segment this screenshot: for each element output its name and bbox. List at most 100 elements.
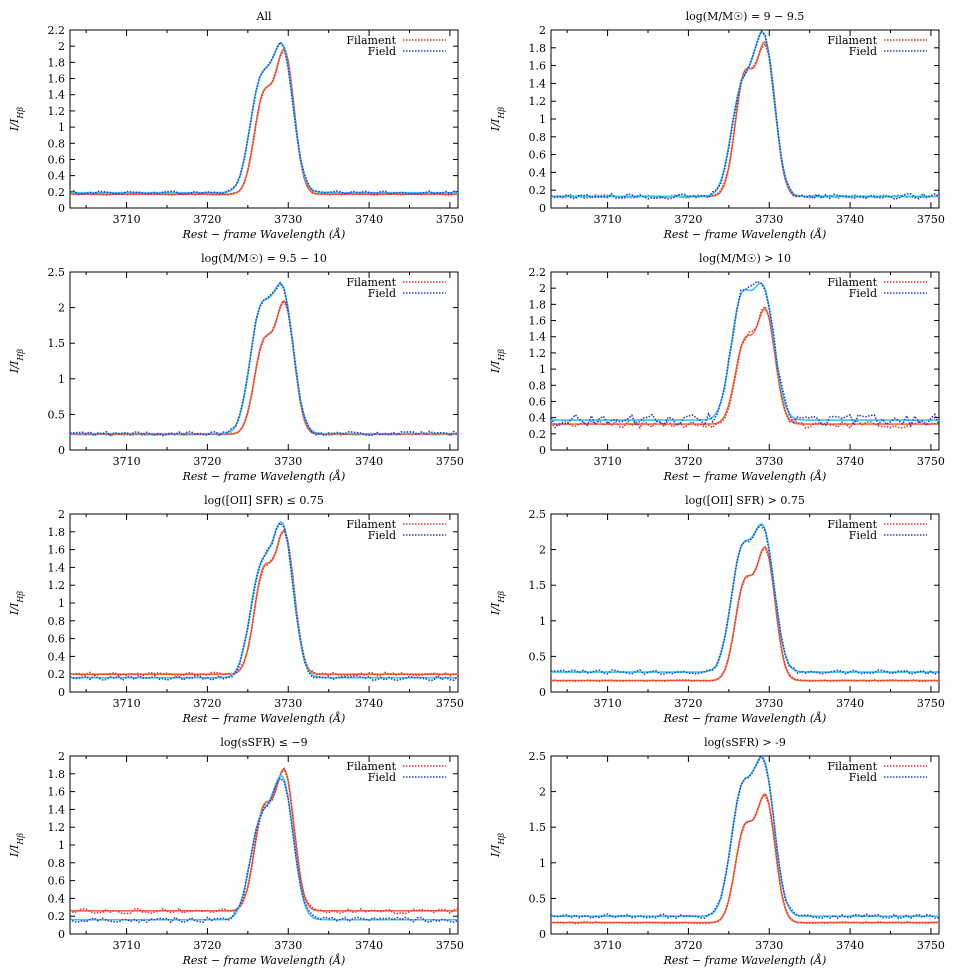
- legend-label: Filament: [827, 760, 877, 773]
- filament-fit-line: [551, 546, 939, 682]
- y-tick-label: 2: [539, 786, 546, 799]
- y-tick-label: 2: [539, 282, 546, 295]
- field-fit-line: [551, 282, 939, 421]
- x-tick-label: 3750: [917, 697, 945, 710]
- y-tick-label: 0: [539, 686, 546, 699]
- legend-label: Field: [368, 771, 396, 784]
- plot-frame: [550, 513, 940, 693]
- x-axis-label: Rest − frame Wavelength (Å): [663, 227, 827, 241]
- y-tick-label: 0: [58, 686, 65, 699]
- filament-fit-line: [70, 768, 458, 912]
- field-data-line: [70, 777, 458, 924]
- plot-frame: [550, 271, 940, 451]
- x-tick-label: 3710: [594, 213, 622, 226]
- y-tick-label: 2.5: [529, 750, 547, 763]
- field-fit-line: [70, 282, 458, 435]
- x-tick-label: 3740: [836, 213, 864, 226]
- y-axis-label: I/IHβ: [8, 349, 25, 374]
- y-tick-label: 2: [539, 24, 546, 37]
- x-tick-label: 3740: [355, 213, 383, 226]
- panel-6: log([OII] SFR) > 0.75 0 0.5 1 1.5 2 2.5 3710 372…: [489, 494, 945, 725]
- y-tick-label: 2: [58, 302, 65, 315]
- filament-data-line: [551, 42, 939, 200]
- y-tick-label: 1.2: [48, 579, 66, 592]
- y-axis-label: I/IHβ: [489, 107, 506, 132]
- y-tick-label: 1.8: [48, 526, 66, 539]
- x-tick-label: 3710: [113, 939, 141, 952]
- y-tick-label: 0: [58, 444, 65, 457]
- filament-data-line: [551, 792, 939, 925]
- x-tick-label: 3730: [755, 939, 783, 952]
- x-tick-label: 3750: [436, 697, 464, 710]
- legend-label: Field: [849, 287, 877, 300]
- y-tick-label: 1.8: [529, 298, 547, 311]
- y-tick-label: 0.8: [48, 857, 66, 870]
- y-tick-label: 0.2: [48, 186, 66, 199]
- y-tick-label: 2.2: [529, 266, 547, 279]
- y-tick-label: 1.2: [529, 347, 547, 360]
- y-tick-label: 1.5: [529, 821, 547, 834]
- y-tick-label: 0.6: [48, 875, 66, 888]
- x-tick-label: 3750: [436, 939, 464, 952]
- x-tick-label: 3740: [355, 455, 383, 468]
- y-tick-label: 0.5: [529, 650, 547, 663]
- x-tick-label: 3750: [436, 455, 464, 468]
- x-tick-label: 3720: [193, 455, 221, 468]
- y-tick-label: 1: [58, 373, 65, 386]
- legend-label: Filament: [827, 276, 877, 289]
- y-tick-label: 0.2: [48, 668, 66, 681]
- legend-label: Field: [368, 45, 396, 58]
- panel-title: log([OII] SFR) ≤ 0.75: [204, 494, 324, 507]
- plot-frame: [550, 29, 940, 209]
- legend-label: Filament: [346, 760, 396, 773]
- x-tick-label: 3720: [193, 939, 221, 952]
- x-tick-label: 3730: [755, 697, 783, 710]
- filament-fit-line: [70, 300, 458, 436]
- panel-7: log(sSFR) ≤ −9 0 0.2 0.4 0.6 0.8 1 1.2 1.4 1.6 1.8…: [8, 736, 464, 967]
- x-tick-label: 3730: [755, 213, 783, 226]
- legend-label: Filament: [346, 518, 396, 531]
- x-tick-label: 3720: [193, 213, 221, 226]
- x-axis-label: Rest − frame Wavelength (Å): [663, 469, 827, 483]
- field-fit-line: [70, 42, 458, 194]
- y-tick-label: 1.8: [529, 42, 547, 55]
- x-tick-label: 3740: [355, 939, 383, 952]
- x-tick-label: 3740: [355, 697, 383, 710]
- y-axis-label: I/IHβ: [489, 349, 506, 374]
- y-axis-label: I/IHβ: [489, 833, 506, 858]
- y-tick-label: 1: [539, 615, 546, 628]
- legend-label: Field: [849, 529, 877, 542]
- filament-fit-line: [70, 530, 458, 675]
- x-tick-label: 3720: [674, 455, 702, 468]
- y-tick-label: 0: [58, 928, 65, 941]
- y-tick-label: 0.8: [529, 131, 547, 144]
- legend-label: Filament: [827, 518, 877, 531]
- y-tick-label: 2.5: [529, 508, 547, 521]
- legend-label: Field: [849, 45, 877, 58]
- x-tick-label: 3720: [193, 697, 221, 710]
- x-tick-label: 3710: [594, 455, 622, 468]
- filament-fit-line: [551, 793, 939, 924]
- y-tick-label: 1.2: [48, 821, 66, 834]
- y-tick-label: 2.2: [48, 24, 66, 37]
- panel-title: log(M/M☉) > 10: [699, 252, 791, 265]
- legend-label: Filament: [827, 34, 877, 47]
- field-data-line: [551, 280, 939, 428]
- y-tick-label: 2: [58, 508, 65, 521]
- y-tick-label: 1: [539, 857, 546, 870]
- y-tick-label: 2: [58, 40, 65, 53]
- y-tick-label: 1: [58, 839, 65, 852]
- legend-label: Field: [368, 287, 396, 300]
- filament-data-line: [70, 48, 458, 196]
- x-tick-label: 3740: [836, 697, 864, 710]
- y-tick-label: 0.4: [529, 412, 547, 425]
- field-data-line: [551, 30, 939, 200]
- field-fit-line: [551, 523, 939, 673]
- x-tick-label: 3730: [274, 697, 302, 710]
- x-tick-label: 3750: [917, 213, 945, 226]
- y-tick-label: 0.4: [529, 166, 547, 179]
- y-tick-label: 0.8: [48, 137, 66, 150]
- y-tick-label: 1.8: [48, 56, 66, 69]
- x-tick-label: 3730: [755, 455, 783, 468]
- panel-2: log(M/M☉) = 9 − 9.5 0 0.2 0.4 0.6 0.8 1 1.2 1.4 1…: [489, 10, 945, 241]
